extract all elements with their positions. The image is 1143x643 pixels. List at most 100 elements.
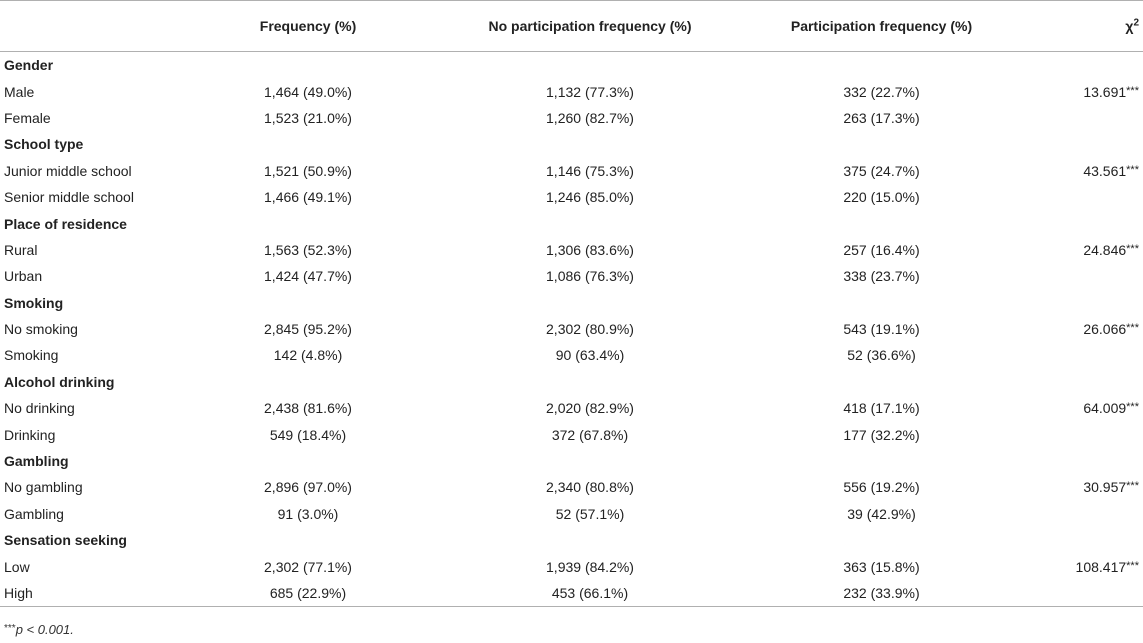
no-participation-cell: 52 (57.1%) <box>555 505 625 522</box>
no-participation-cell: 1,939 (84.2%) <box>546 558 634 575</box>
participation-cell: 375 (24.7%) <box>843 162 920 179</box>
no-participation-cell: 1,260 (82.7%) <box>546 109 634 126</box>
participation-cell: 257 (16.4%) <box>843 241 920 258</box>
participation-cell: 556 (19.2%) <box>843 479 920 496</box>
header-row: Frequency (%) No participation frequency… <box>0 0 1143 52</box>
table-header: Frequency (%) No participation frequency… <box>0 0 1143 52</box>
participation-cell: 363 (15.8%) <box>843 558 920 575</box>
no-participation-cell: 2,020 (82.9%) <box>546 400 634 417</box>
participation-cell: 338 (23.7%) <box>843 268 920 285</box>
table-row: Smoking 142 (4.8%) 90 (63.4%) 52 (36.6%) <box>0 342 1143 368</box>
table-row: Junior middle school 1,521 (50.9%) 1,146 (… <box>0 158 1143 184</box>
frequency-cell: 1,523 (21.0%) <box>264 109 352 126</box>
frequency-cell: 2,845 (95.2%) <box>264 321 352 338</box>
row-label: Senior middle school <box>4 189 134 206</box>
group-title: Alcohol drinking <box>4 373 115 390</box>
header-no-participation: No participation frequency (%) <box>440 0 740 52</box>
frequency-cell: 685 (22.9%) <box>176 579 440 608</box>
participation-cell: 220 (15.0%) <box>843 189 920 206</box>
table-row: Gambling 91 (3.0%) 52 (57.1%) 39 (42.9%) <box>0 501 1143 527</box>
no-participation-cell: 2,340 (80.8%) <box>546 479 634 496</box>
participation-cell: 232 (33.9%) <box>740 579 1023 608</box>
table-row: No drinking 2,438 (81.6%) 2,020 (82.9%) 418… <box>0 395 1143 421</box>
row-label: Low <box>4 558 30 575</box>
frequency-cell: 2,438 (81.6%) <box>264 400 352 417</box>
chi-square-cell: 26.066*** <box>1023 316 1143 342</box>
chi-square-value: 108.417 <box>1075 558 1127 575</box>
no-participation-cell: 90 (63.4%) <box>555 347 625 364</box>
participation-cell: 418 (17.1%) <box>843 400 920 417</box>
row-label: No drinking <box>4 400 75 417</box>
row-label: Female <box>4 109 51 126</box>
frequency-cell: 1,466 (49.1%) <box>264 189 352 206</box>
chi-square-cell <box>1023 421 1143 447</box>
group-header-row: Gender <box>0 52 1143 79</box>
chi-square-cell <box>1023 184 1143 210</box>
table-row: High 685 (22.9%) 453 (66.1%) 232 (33.9%) <box>0 579 1143 608</box>
chi-square-cell: 64.009*** <box>1023 395 1143 421</box>
chi-square-value: 30.957 <box>1083 479 1127 496</box>
data-table: Frequency (%) No participation frequency… <box>0 0 1143 608</box>
significance-stars: *** <box>1126 480 1139 493</box>
frequency-cell: 2,302 (77.1%) <box>264 558 352 575</box>
row-label: Rural <box>4 241 38 258</box>
table-row: Drinking 549 (18.4%) 372 (67.8%) 177 (32.2%… <box>0 421 1143 447</box>
group-title: Sensation seeking <box>4 532 127 549</box>
chi-square-cell: 24.846*** <box>1023 237 1143 263</box>
table-body: Gender Male 1,464 (49.0%) 1,132 (77.3%) 332 … <box>0 52 1143 608</box>
no-participation-cell: 1,086 (76.3%) <box>546 268 634 285</box>
group-header-row: Sensation seeking <box>0 527 1143 553</box>
table-row: No smoking 2,845 (95.2%) 2,302 (80.9%) 543 … <box>0 316 1143 342</box>
table-row: Rural 1,563 (52.3%) 1,306 (83.6%) 257 (16.4… <box>0 237 1143 263</box>
chi-square-cell <box>1023 263 1143 289</box>
significance-stars: *** <box>1126 559 1139 572</box>
frequency-cell: 1,521 (50.9%) <box>264 162 352 179</box>
group-title: Gambling <box>4 453 69 470</box>
chi-square-cell: 108.417*** <box>1023 553 1143 579</box>
row-label: Smoking <box>4 347 59 364</box>
chi-square-cell <box>1023 342 1143 368</box>
chi-square-value: 64.009 <box>1083 400 1127 417</box>
chi-square-cell: 43.561*** <box>1023 158 1143 184</box>
frequency-cell: 549 (18.4%) <box>269 426 347 443</box>
footnote-text: p < 0.001. <box>15 622 74 637</box>
group-header-row: School type <box>0 131 1143 157</box>
header-participation: Participation frequency (%) <box>740 0 1023 52</box>
frequency-cell: 1,563 (52.3%) <box>264 241 352 258</box>
no-participation-cell: 2,302 (80.9%) <box>546 321 634 338</box>
row-label: No smoking <box>4 321 78 338</box>
chi-symbol: χ <box>1125 18 1134 34</box>
table-row: Low 2,302 (77.1%) 1,939 (84.2%) 363 (15.8%)… <box>0 553 1143 579</box>
group-header-row: Place of residence <box>0 210 1143 236</box>
significance-stars: *** <box>1126 322 1139 335</box>
significance-stars: *** <box>1126 163 1139 176</box>
header-label-column <box>0 0 176 52</box>
no-participation-cell: 1,146 (75.3%) <box>546 162 634 179</box>
chi-square-cell <box>1023 501 1143 527</box>
group-header-row: Gambling <box>0 448 1143 474</box>
group-title: School type <box>4 136 84 153</box>
group-title: Gender <box>4 57 54 74</box>
table-row: No gambling 2,896 (97.0%) 2,340 (80.8%) 556… <box>0 474 1143 500</box>
row-label: No gambling <box>4 479 83 496</box>
participation-cell: 39 (42.9%) <box>847 505 916 522</box>
table-row: Urban 1,424 (47.7%) 1,086 (76.3%) 338 (23.7… <box>0 263 1143 289</box>
frequency-cell: 2,896 (97.0%) <box>264 479 352 496</box>
table-row: Female 1,523 (21.0%) 1,260 (82.7%) 263 (17.… <box>0 105 1143 131</box>
chi-square-cell: 30.957*** <box>1023 474 1143 500</box>
significance-stars: *** <box>1126 242 1139 255</box>
chi-square-cell <box>1023 579 1143 608</box>
row-label: High <box>0 579 176 608</box>
participation-cell: 177 (32.2%) <box>843 426 920 443</box>
significance-stars: *** <box>1126 401 1139 414</box>
group-title: Smoking <box>4 294 64 311</box>
participation-cell: 52 (36.6%) <box>847 347 916 364</box>
chi-superscript: 2 <box>1133 17 1139 29</box>
header-frequency: Frequency (%) <box>176 0 440 52</box>
chi-square-value: 43.561 <box>1083 162 1127 179</box>
chi-square-value: 26.066 <box>1083 321 1127 338</box>
row-label: Drinking <box>4 426 56 443</box>
frequency-cell: 142 (4.8%) <box>273 347 343 364</box>
group-header-row: Alcohol drinking <box>0 369 1143 395</box>
